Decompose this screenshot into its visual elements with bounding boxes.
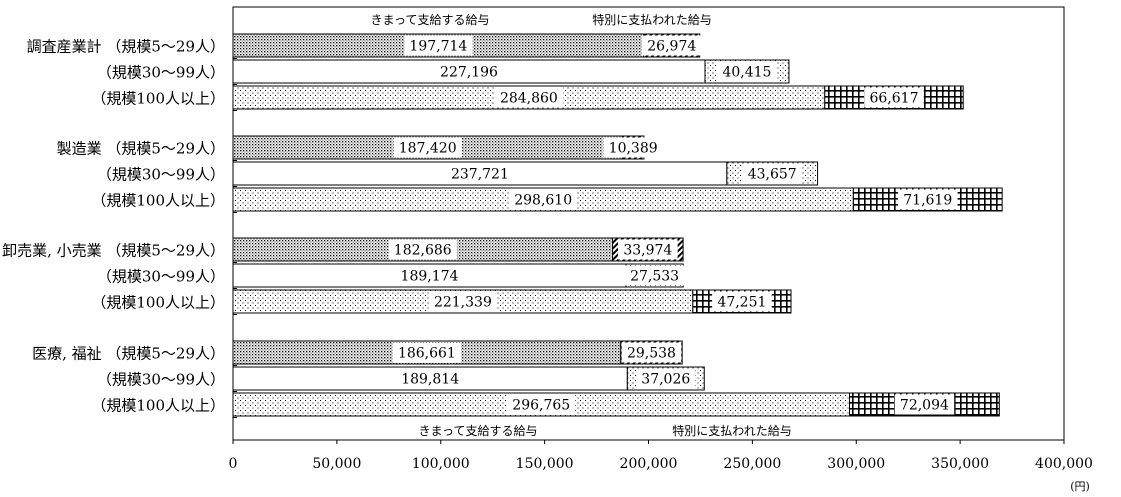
x-tick-label-0: 0 (229, 456, 238, 472)
x-tick-label-7: 350,000 (931, 456, 989, 472)
label-regular-2-2: 221,339 (434, 295, 492, 311)
x-tick-label-4: 200,000 (620, 456, 678, 472)
category-label-2-1: （規模30～99人） (97, 268, 225, 286)
x-tick-label-8: 400,000 (1035, 456, 1093, 472)
label-regular-3-1-bg (396, 368, 465, 389)
label-regular-3-0: 186,661 (398, 346, 456, 362)
label-special-1-1-bg (742, 163, 803, 184)
x-tick-label-5: 250,000 (723, 456, 781, 472)
label-special-1-2: 71,619 (903, 193, 952, 209)
category-label-3-2: （規模100人以上） (91, 397, 225, 415)
label-regular-1-2: 298,610 (514, 193, 572, 209)
x-axis-unit: (円) (1070, 480, 1090, 493)
label-special-3-0-bg (621, 342, 682, 363)
label-regular-2-2-bg (428, 291, 498, 312)
label-regular-1-1-bg (445, 163, 515, 184)
label-special-2-2-bg (712, 291, 772, 312)
label-special-2-1-bg (624, 265, 685, 286)
label-regular-3-0-bg (392, 342, 461, 363)
category-label-2-0: 卸売業, 小売業 （規模5～29人） (2, 242, 225, 260)
category-label-1-1: （規模30～99人） (97, 166, 225, 184)
category-label-3-0: 医療, 福祉 （規模5～29人） (32, 345, 225, 363)
label-special-2-2: 47,251 (717, 295, 766, 311)
label-special-3-2: 72,094 (900, 398, 949, 414)
category-label-0-0: 調査産業計 （規模5～29人） (27, 38, 225, 56)
label-regular-3-1: 189,814 (401, 372, 459, 388)
label-special-0-2-bg (864, 87, 924, 108)
label-regular-2-1: 189,174 (401, 269, 459, 285)
label-special-0-0-bg (641, 35, 702, 56)
category-label-2-2: （規模100人以上） (91, 294, 225, 312)
label-regular-0-1-bg (434, 61, 504, 82)
label-regular-3-2: 296,765 (512, 398, 570, 414)
label-special-0-1-bg (717, 61, 777, 82)
category-label-1-2: （規模100人以上） (91, 192, 225, 210)
label-regular-1-0-bg (393, 137, 462, 158)
label-special-0-1: 40,415 (722, 65, 771, 81)
category-label-1-0: 製造業 （規模5～29人） (57, 140, 225, 158)
label-special-3-0: 29,538 (627, 346, 676, 362)
label-special-1-0: 10,389 (609, 141, 658, 157)
legend-bottom-special: 特別に支払われた給与 (672, 423, 791, 438)
label-regular-3-2-bg (507, 394, 576, 415)
label-regular-1-0: 187,420 (399, 141, 457, 157)
label-special-0-0: 26,974 (647, 39, 696, 55)
label-regular-0-0-bg (404, 35, 473, 56)
label-special-2-0-bg (618, 239, 678, 260)
x-tick-label-2: 100,000 (412, 456, 470, 472)
label-special-3-2-bg (894, 394, 955, 415)
label-regular-0-2: 284,860 (500, 91, 558, 107)
label-special-3-1: 37,026 (641, 372, 690, 388)
label-special-3-1-bg (635, 368, 696, 389)
x-tick-label-1: 50,000 (312, 456, 361, 472)
label-regular-2-0: 182,686 (394, 243, 452, 259)
category-label-0-1: （規模30～99人） (97, 64, 225, 82)
label-special-0-2: 66,617 (869, 91, 918, 107)
label-regular-2-0-bg (388, 239, 457, 260)
label-special-1-0-bg (603, 137, 663, 158)
legend-top-special: 特別に支払われた給与 (592, 12, 711, 27)
label-regular-0-2-bg (494, 87, 563, 108)
label-special-1-1: 43,657 (748, 167, 797, 183)
label-regular-1-2-bg (509, 189, 578, 210)
label-regular-1-1: 237,721 (451, 167, 509, 183)
x-tick-label-6: 300,000 (827, 456, 885, 472)
x-tick-label-3: 150,000 (516, 456, 574, 472)
legend-bottom-regular: きまって支給する給与 (419, 424, 538, 438)
category-label-0-2: （規模100人以上） (91, 90, 225, 108)
label-special-2-1: 27,533 (630, 269, 679, 285)
label-regular-2-1-bg (395, 265, 464, 286)
category-label-3-1: （規模30～99人） (97, 371, 225, 389)
label-special-1-2-bg (897, 189, 958, 210)
label-regular-0-1: 227,196 (440, 65, 498, 81)
label-special-2-0: 33,974 (623, 243, 672, 259)
label-regular-0-0: 197,714 (409, 39, 467, 55)
legend-top-regular: きまって支給する給与 (371, 13, 490, 27)
